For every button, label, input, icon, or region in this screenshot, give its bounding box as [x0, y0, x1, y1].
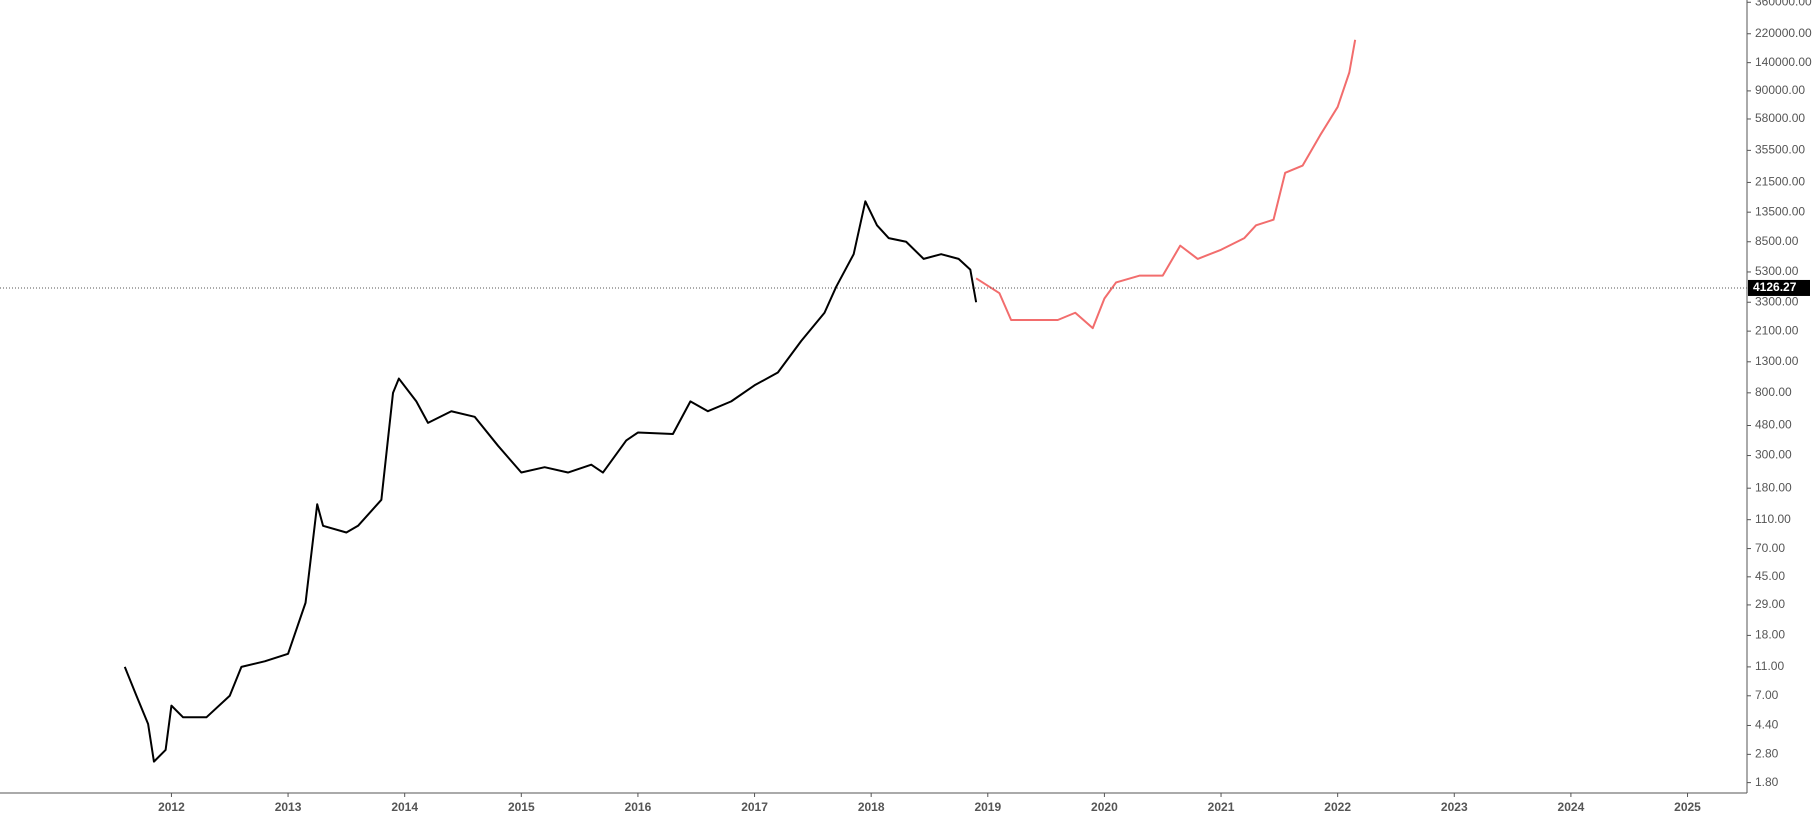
x-tick-label: 2015 [508, 800, 535, 814]
y-tick-label: 45.00 [1755, 569, 1785, 583]
x-tick-label: 2022 [1324, 800, 1351, 814]
y-tick-label: 90000.00 [1755, 83, 1805, 97]
x-tick-label: 2019 [974, 800, 1001, 814]
x-tick-label: 2013 [275, 800, 302, 814]
y-tick-label: 18.00 [1755, 628, 1785, 642]
x-tick-label: 2016 [625, 800, 652, 814]
y-tick-label: 180.00 [1755, 480, 1792, 494]
x-tick-label: 2023 [1441, 800, 1468, 814]
y-tick-label: 2.80 [1755, 747, 1779, 761]
y-tick-label: 58000.00 [1755, 111, 1805, 125]
y-tick-label: 7.00 [1755, 688, 1779, 702]
y-tick-label: 800.00 [1755, 385, 1792, 399]
x-tick-label: 2025 [1674, 800, 1701, 814]
x-tick-label: 2020 [1091, 800, 1118, 814]
y-tick-label: 21500.00 [1755, 175, 1805, 189]
y-tick-label: 480.00 [1755, 418, 1792, 432]
y-tick-label: 4.40 [1755, 718, 1779, 732]
y-tick-label: 1300.00 [1755, 354, 1799, 368]
y-tick-label: 13500.00 [1755, 204, 1805, 218]
current-price-box [1748, 279, 1810, 296]
y-tick-label: 70.00 [1755, 541, 1785, 555]
y-tick-label: 11.00 [1755, 659, 1784, 673]
y-tick-label: 300.00 [1755, 448, 1792, 462]
y-tick-label: 5300.00 [1755, 264, 1799, 278]
y-tick-label: 2100.00 [1755, 323, 1799, 337]
x-tick-label: 2012 [158, 800, 185, 814]
price-line [975, 39, 1357, 330]
y-tick-label: 220000.00 [1755, 26, 1812, 40]
price-line [123, 200, 978, 763]
y-tick-label: 360000.00 [1755, 0, 1812, 8]
y-tick-label: 1.80 [1755, 775, 1779, 789]
x-tick-label: 2021 [1208, 800, 1235, 814]
y-tick-label: 8500.00 [1755, 234, 1799, 248]
y-tick-label: 140000.00 [1755, 55, 1812, 69]
y-tick-label: 35500.00 [1755, 143, 1805, 157]
y-tick-label: 110.00 [1755, 512, 1791, 526]
y-tick-label: 3300.00 [1755, 294, 1799, 308]
y-tick-label: 29.00 [1755, 597, 1785, 611]
current-price-label: 4126.27 [1753, 280, 1797, 294]
x-tick-label: 2017 [741, 800, 768, 814]
x-tick-label: 2024 [1558, 800, 1585, 814]
x-tick-label: 2014 [391, 800, 418, 814]
x-tick-label: 2018 [858, 800, 885, 814]
